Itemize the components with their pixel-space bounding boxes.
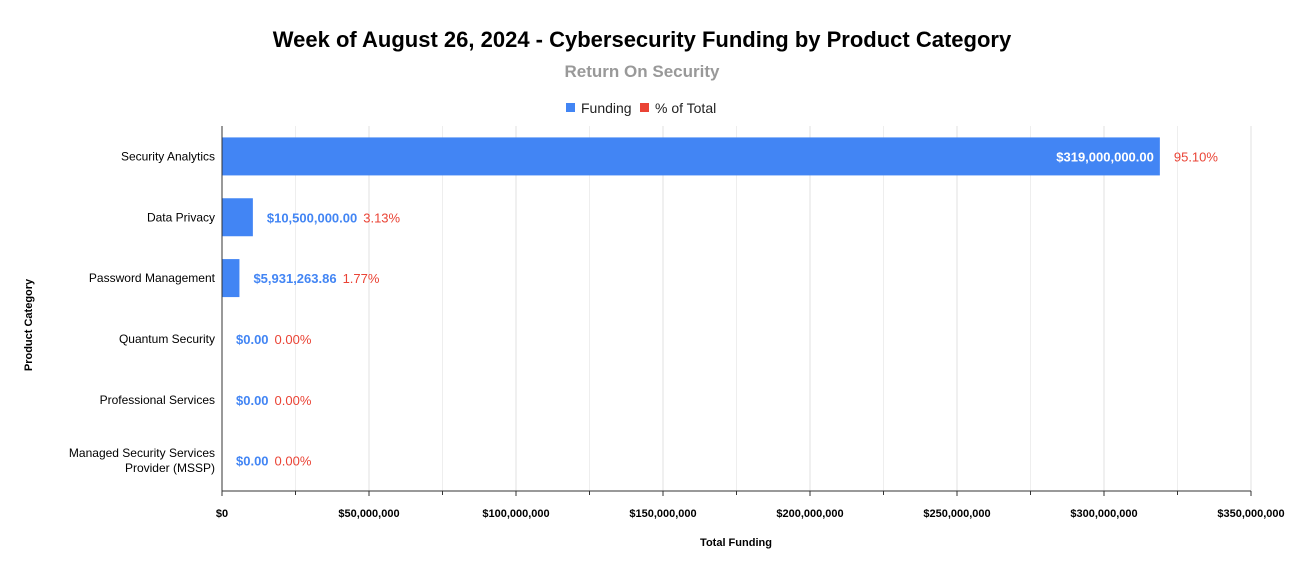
funding-data-label: $0.00 (236, 454, 269, 469)
category-label: Professional Services (100, 393, 215, 407)
data-labels: $319,000,000.00 95.10% $10,500,000.00 3.13%… (236, 149, 1218, 468)
funding-data-label: $5,931,263.86 (253, 271, 336, 286)
legend-label-percent: % of Total (655, 100, 716, 116)
x-axis: $0 $50,000,000 $100,000,000 $150,000,000 $20… (216, 126, 1285, 520)
x-tick-label: $100,000,000 (482, 508, 549, 520)
x-axis-title: Total Funding (700, 537, 772, 549)
legend-label-funding: Funding (581, 100, 632, 116)
percent-data-label: 0.00% (275, 393, 312, 408)
x-tick-label: $300,000,000 (1070, 508, 1137, 520)
chart-title: Week of August 26, 2024 - Cybersecurity … (273, 27, 1012, 52)
funding-data-label: $0.00 (236, 332, 269, 347)
percent-data-label: 0.00% (275, 332, 312, 347)
category-label: Password Management (89, 271, 216, 285)
x-tick-label: $50,000,000 (338, 508, 399, 520)
y-axis-title: Product Category (23, 278, 35, 371)
legend: Funding % of Total (566, 100, 716, 116)
legend-swatch-funding (566, 103, 575, 112)
bar (222, 137, 1160, 176)
chart-subtitle: Return On Security (565, 62, 720, 81)
percent-data-label: 95.10% (1174, 149, 1219, 164)
legend-swatch-percent (640, 103, 649, 112)
percent-data-label: 1.77% (343, 271, 380, 286)
bars (222, 137, 1160, 298)
bar (222, 259, 240, 298)
funding-data-label: $10,500,000.00 (267, 210, 357, 225)
category-axis: Security Analytics Data Privacy Password M… (69, 149, 216, 475)
category-label: Quantum Security (119, 332, 215, 346)
x-tick-label: $0 (216, 508, 228, 520)
bar (222, 198, 253, 237)
gridlines (295, 126, 1252, 491)
x-tick-label: $350,000,000 (1217, 508, 1284, 520)
category-label: Security Analytics (121, 149, 215, 163)
x-tick-label: $200,000,000 (776, 508, 843, 520)
x-tick-label: $150,000,000 (629, 508, 696, 520)
funding-data-label: $0.00 (236, 393, 269, 408)
category-label: Managed Security Services Provider (MSSP) (69, 446, 215, 475)
percent-data-label: 3.13% (363, 210, 400, 225)
funding-data-label: $319,000,000.00 (1056, 149, 1154, 164)
category-label: Data Privacy (147, 210, 215, 224)
x-tick-label: $250,000,000 (923, 508, 990, 520)
percent-data-label: 0.00% (275, 454, 312, 469)
